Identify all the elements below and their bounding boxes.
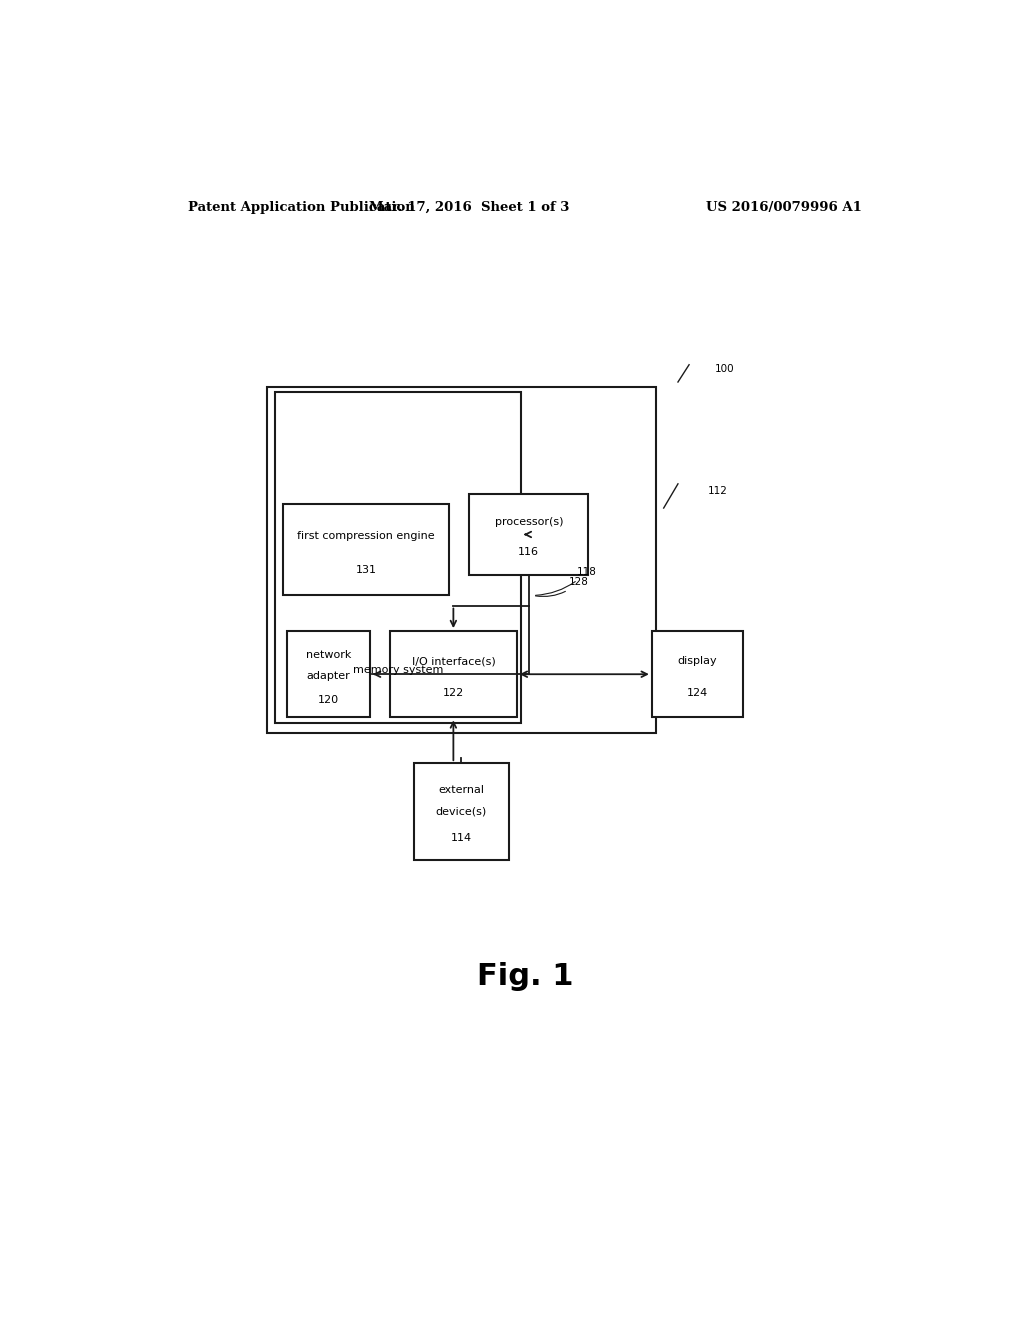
Text: 131: 131 [355, 565, 377, 574]
Bar [414, 763, 509, 859]
Bar [390, 631, 517, 718]
Text: device(s): device(s) [435, 807, 487, 817]
Text: 118: 118 [536, 568, 596, 595]
Bar [287, 631, 370, 718]
Text: first compression engine: first compression engine [297, 531, 435, 541]
Text: adapter: adapter [306, 671, 350, 681]
Bar [283, 504, 450, 595]
Text: I/O interface(s): I/O interface(s) [412, 656, 496, 667]
Text: Mar. 17, 2016  Sheet 1 of 3: Mar. 17, 2016 Sheet 1 of 3 [369, 201, 569, 214]
Text: US 2016/0079996 A1: US 2016/0079996 A1 [707, 201, 862, 214]
Text: 112: 112 [708, 486, 727, 496]
Text: 120: 120 [317, 696, 339, 705]
Text: 128: 128 [536, 577, 589, 597]
Text: external: external [438, 785, 484, 795]
Bar [652, 631, 743, 718]
Text: memory system: memory system [352, 665, 443, 675]
Text: Patent Application Publication: Patent Application Publication [187, 201, 415, 214]
Bar [274, 392, 521, 722]
Bar [267, 387, 655, 733]
Text: 114: 114 [451, 833, 472, 843]
Text: 122: 122 [442, 688, 464, 698]
Text: processor(s): processor(s) [495, 517, 563, 527]
Text: 124: 124 [687, 688, 708, 698]
Bar [469, 494, 588, 576]
Text: Fig. 1: Fig. 1 [476, 962, 573, 991]
Text: 116: 116 [518, 548, 540, 557]
Text: 100: 100 [715, 364, 735, 374]
Text: display: display [678, 656, 717, 667]
Text: network: network [306, 651, 351, 660]
